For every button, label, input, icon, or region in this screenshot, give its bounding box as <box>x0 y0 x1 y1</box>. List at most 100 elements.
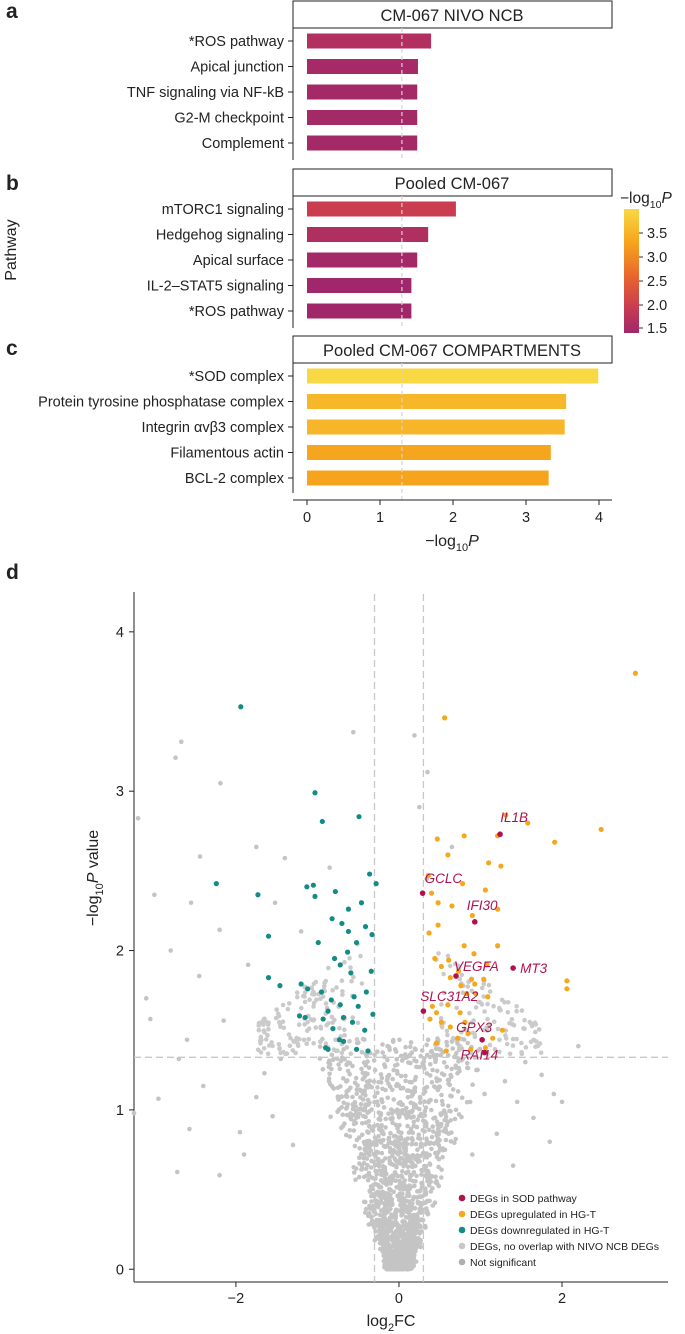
downregulated-point <box>340 1038 347 1044</box>
panel-title: CM-067 NIVO NCB <box>380 7 523 25</box>
not-significant-point <box>434 1068 440 1074</box>
upregulated-point <box>552 839 558 845</box>
downregulated-point <box>348 970 354 976</box>
not-significant-point <box>465 1040 471 1046</box>
no-overlap-point <box>285 1006 291 1012</box>
no-overlap-point <box>311 1000 317 1006</box>
volcano-y-axis-title: −log10P value <box>85 830 106 926</box>
not-significant-point <box>425 1176 430 1181</box>
upregulated-point <box>445 852 451 858</box>
not-significant-point <box>327 1058 332 1063</box>
not-significant-point <box>385 1057 390 1063</box>
downregulated-point <box>305 986 311 992</box>
not-significant-point <box>427 1073 433 1078</box>
not-significant-point <box>352 1143 358 1149</box>
not-significant-point <box>439 1167 444 1172</box>
not-significant-point <box>378 1072 384 1077</box>
category-label: BCL-2 complex <box>185 471 285 487</box>
no-overlap-point <box>281 1049 286 1055</box>
not-significant-point <box>441 1108 447 1113</box>
upregulated-point <box>495 906 501 912</box>
colorbar-tick-label: 3.5 <box>647 226 667 242</box>
not-significant-point <box>439 1092 444 1098</box>
not-significant-point <box>464 1060 470 1066</box>
not-significant-point <box>386 1044 392 1049</box>
no-overlap-point <box>444 1028 450 1034</box>
bar <box>307 227 429 242</box>
not-significant-point <box>449 1066 455 1072</box>
not-significant-point <box>470 1082 475 1087</box>
not-significant-point <box>393 1122 399 1128</box>
category-label: Complement <box>202 136 284 152</box>
not-significant-point <box>380 1189 386 1195</box>
no-overlap-point <box>510 1043 516 1048</box>
upregulated-point <box>525 820 531 826</box>
upregulated-point <box>461 943 467 949</box>
no-overlap-point <box>280 1019 286 1024</box>
not-significant-point <box>387 1266 393 1272</box>
not-significant-point <box>403 1149 408 1155</box>
not-significant-point <box>423 1192 429 1197</box>
not-significant-point <box>419 1172 424 1177</box>
legend-swatch-no-overlap <box>458 1242 466 1250</box>
not-significant-point <box>351 1128 357 1133</box>
upregulated-point <box>490 1035 496 1041</box>
not-significant-point <box>407 1186 412 1192</box>
downregulated-point <box>356 814 362 820</box>
bar-x-tick-label: 0 <box>303 510 311 526</box>
not-significant-point <box>438 1052 443 1058</box>
downregulated-point <box>304 884 310 890</box>
not-significant-point <box>386 1140 392 1146</box>
not-significant-point <box>353 1075 359 1081</box>
not-significant-point <box>401 1203 407 1208</box>
not-significant-point <box>414 1173 419 1179</box>
no-overlap-point <box>472 1034 478 1040</box>
no-overlap-point <box>441 971 446 977</box>
downregulated-point <box>312 790 318 796</box>
not-significant-point <box>401 1164 406 1169</box>
not-significant-point <box>367 1189 373 1194</box>
not-significant-point <box>327 1061 333 1067</box>
not-significant-point <box>343 1132 349 1138</box>
not-significant-point <box>402 1262 407 1267</box>
no-overlap-point <box>291 1038 296 1044</box>
no-overlap-point <box>460 990 466 995</box>
not-significant-point <box>380 1042 385 1047</box>
not-significant-point <box>272 900 278 906</box>
not-significant-point <box>361 1107 366 1113</box>
no-overlap-point <box>514 1008 519 1014</box>
no-overlap-point <box>497 1037 502 1043</box>
upregulated-point <box>564 978 570 984</box>
downregulated-point <box>213 881 219 887</box>
legend-label-sod: DEGs in SOD pathway <box>470 1193 578 1205</box>
no-overlap-point <box>514 1004 519 1009</box>
not-significant-point <box>400 1191 405 1197</box>
volcano-x-axis-title: log2FC <box>367 1313 416 1334</box>
not-significant-point <box>405 1256 411 1262</box>
not-significant-point <box>320 1067 326 1072</box>
not-significant-point <box>413 1259 419 1264</box>
not-significant-point <box>376 1116 382 1122</box>
not-significant-point <box>393 1049 399 1054</box>
downregulated-point <box>302 1014 308 1021</box>
no-overlap-point <box>326 965 331 971</box>
not-significant-point <box>367 1124 372 1129</box>
no-overlap-point <box>358 953 363 959</box>
no-overlap-point <box>531 1037 536 1043</box>
colorbar: −log10P 3.5 3.0 2.5 2.0 1.5 <box>620 190 672 337</box>
not-significant-point <box>390 1087 395 1093</box>
no-overlap-point <box>454 1005 460 1011</box>
not-significant-point <box>413 1141 419 1147</box>
not-significant-point <box>436 1046 442 1052</box>
no-overlap-point <box>450 1035 456 1041</box>
category-label: TNF signaling via NF-kB <box>127 85 284 101</box>
not-significant-point <box>439 1098 445 1104</box>
not-significant-point <box>426 1127 432 1133</box>
not-significant-point <box>514 1099 520 1105</box>
no-overlap-point <box>264 1037 269 1042</box>
no-overlap-point <box>521 1026 526 1031</box>
not-significant-point <box>376 1133 381 1139</box>
not-significant-point <box>337 1066 343 1072</box>
not-significant-point <box>424 1151 430 1156</box>
no-overlap-point <box>485 1016 490 1022</box>
